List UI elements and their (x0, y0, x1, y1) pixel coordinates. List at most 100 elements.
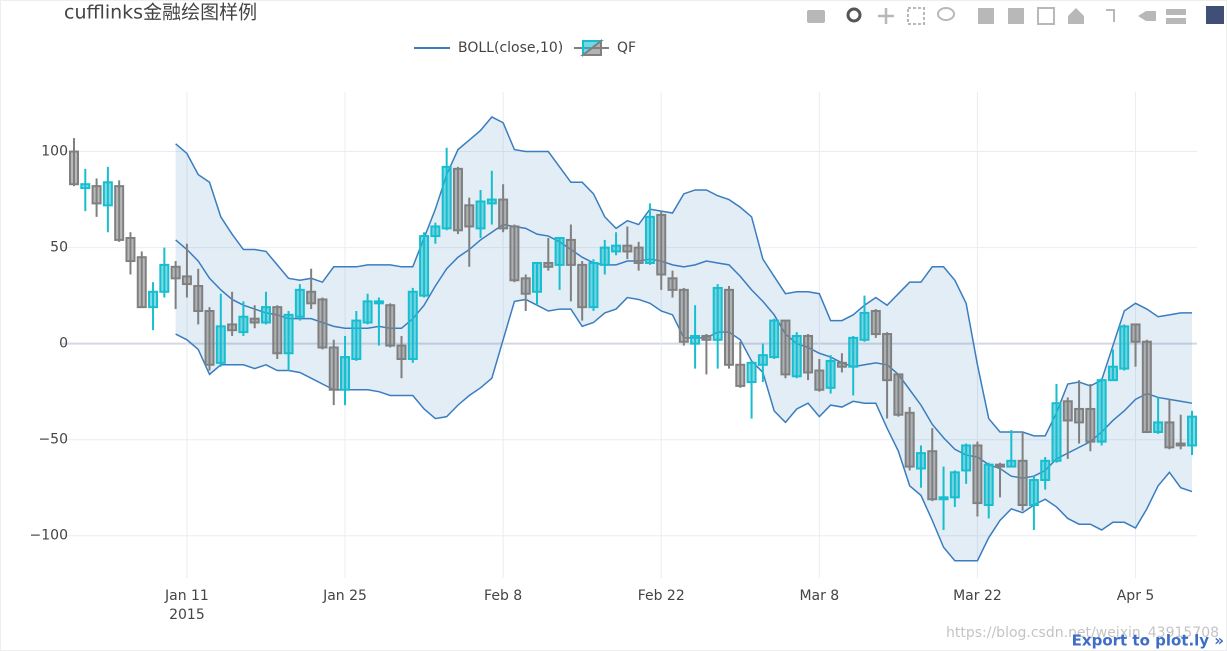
candle-body (961, 444, 972, 472)
candle-body (475, 200, 486, 230)
candle-body (249, 317, 260, 324)
candle-body (803, 334, 814, 374)
camera-icon[interactable] (807, 10, 825, 23)
lasso-icon[interactable] (937, 7, 955, 21)
candle-body (148, 290, 159, 309)
candle-body (791, 334, 802, 378)
candle-body (532, 261, 543, 293)
candle-body (260, 306, 271, 324)
candle-body (1187, 415, 1197, 447)
candle-body (678, 288, 689, 343)
candle-body (995, 463, 1006, 468)
x-year-label: 2015 (169, 607, 205, 623)
autoscale-icon[interactable] (1037, 7, 1055, 25)
candle-body (690, 334, 701, 345)
candle-body (306, 290, 317, 305)
candle-body (1130, 323, 1141, 343)
candle-body (1062, 400, 1073, 422)
candle-body (1028, 479, 1039, 507)
candle-body (656, 213, 667, 276)
modebar[interactable] (807, 6, 1224, 25)
candle-body (509, 225, 520, 282)
candle-body (498, 198, 509, 230)
candle-body (1085, 407, 1096, 443)
x-tick-label: Feb 8 (484, 588, 522, 604)
candle-body (927, 450, 938, 501)
candle-body (227, 323, 238, 332)
watermark: https://blog.csdn.net/weixin_43915708 (946, 625, 1219, 641)
candle-body (283, 313, 294, 355)
candle-body (565, 238, 576, 266)
x-tick-label: Apr 5 (1117, 588, 1155, 604)
candle-body (181, 275, 192, 286)
legend-label: BOLL(close,10) (458, 40, 563, 56)
zoom-in-icon[interactable] (978, 8, 994, 24)
candle-body (373, 300, 384, 305)
candle-body (949, 471, 960, 499)
x-tick-label: Feb 22 (638, 588, 685, 604)
candle-body (1153, 421, 1164, 434)
candle-body (1164, 421, 1175, 449)
export-link[interactable]: Export to plot.ly » (1072, 632, 1224, 650)
candle-body (780, 319, 791, 376)
candle-body (272, 306, 283, 355)
candle-body (769, 319, 780, 359)
candle-body (340, 356, 351, 391)
legend-label: QF (617, 40, 636, 56)
reset-icon[interactable] (1068, 8, 1084, 24)
zoom-out-icon[interactable] (1008, 8, 1024, 24)
pan-icon[interactable] (878, 8, 894, 24)
plot-area (69, 116, 1197, 562)
candle-body (102, 181, 113, 207)
candle-body (1040, 459, 1051, 482)
candle-body (893, 373, 904, 416)
candle-body (1017, 459, 1028, 507)
candle-body (520, 277, 531, 295)
candle-body (91, 185, 102, 205)
candle-body (238, 315, 249, 334)
candle-body (1141, 340, 1152, 434)
x-tick-label: Jan 25 (322, 588, 367, 604)
candle-body (328, 346, 339, 391)
candle-body (667, 277, 678, 291)
candle-body (554, 236, 565, 266)
candle-body (441, 165, 452, 230)
candle-body (159, 263, 170, 293)
hover-closest-icon[interactable] (1138, 11, 1156, 21)
candle-body (723, 288, 734, 366)
candle-body (125, 236, 136, 263)
x-tick-label: Mar 22 (953, 588, 1002, 604)
candle-body (136, 256, 147, 309)
candle-body (757, 354, 768, 366)
zoom-icon[interactable] (846, 7, 862, 23)
candle-body (1006, 459, 1017, 468)
candle-body (385, 304, 396, 347)
candle-body (193, 285, 204, 312)
chart-title: cufflinks金融绘图样例 (64, 2, 257, 24)
plotly-logo[interactable] (1206, 6, 1224, 24)
candle-body (814, 369, 825, 391)
hover-compare-icon[interactable] (1166, 9, 1186, 15)
candle-body (633, 246, 644, 264)
candle-body (746, 361, 757, 384)
candle-body (836, 361, 847, 368)
legend: BOLL(close,10) QF (414, 38, 636, 58)
candle-body (351, 319, 362, 361)
candle-body (870, 309, 881, 336)
legend-candle-down (580, 38, 602, 56)
candle-body (543, 261, 554, 268)
select-icon[interactable] (907, 7, 925, 25)
x-tick-label: Mar 8 (799, 588, 839, 604)
candle-body (430, 225, 441, 238)
candle-body (1107, 365, 1118, 382)
hover-compare-icon[interactable] (1166, 18, 1186, 24)
candle-body (1051, 402, 1062, 462)
candle-body (204, 309, 215, 366)
candle-body (317, 298, 328, 349)
candle-body (904, 411, 915, 468)
spike-icon[interactable] (1106, 9, 1115, 22)
y-tick-label: 0 (59, 336, 68, 352)
candle-body (1074, 407, 1085, 424)
candle-body (983, 463, 994, 507)
